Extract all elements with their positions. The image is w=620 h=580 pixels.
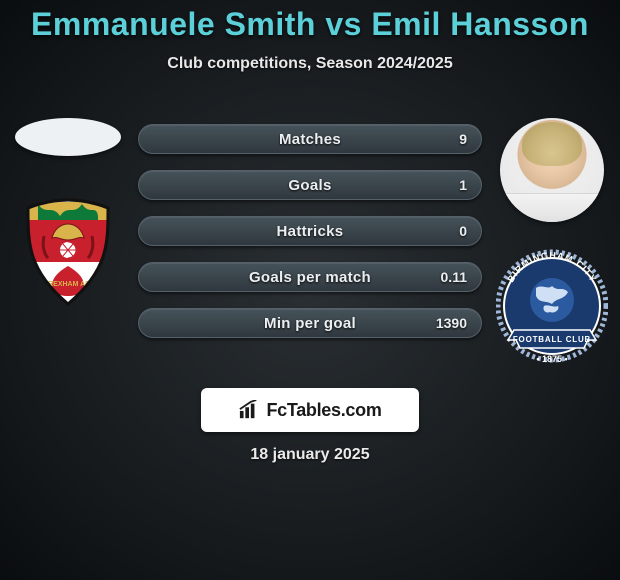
stat-label: Matches (279, 131, 341, 148)
svg-text:FOOTBALL CLUB: FOOTBALL CLUB (513, 335, 591, 344)
stat-row-min-per-goal: Min per goal 1390 (138, 308, 482, 338)
stat-row-goals-per-match: Goals per match 0.11 (138, 262, 482, 292)
player-avatar (500, 118, 604, 222)
stat-row-goals: Goals 1 (138, 170, 482, 200)
club-crest-wrexham-icon: WREXHAM AFC (18, 196, 118, 308)
club-crest-birmingham-icon: BIRMINGHAM CITY FOOTBALL CLUB • 1875 • (496, 244, 608, 374)
stat-right: 0.11 (441, 269, 467, 285)
page-title: Emmanuele Smith vs Emil Hansson (0, 0, 620, 43)
stat-row-hattricks: Hattricks 0 (138, 216, 482, 246)
subtitle: Club competitions, Season 2024/2025 (0, 55, 620, 73)
date-label: 18 january 2025 (0, 446, 620, 464)
stat-right: 1390 (436, 315, 467, 331)
stat-label: Min per goal (264, 315, 356, 332)
stat-label: Hattricks (277, 223, 344, 240)
stat-right: 1 (459, 177, 467, 193)
right-player-column: BIRMINGHAM CITY FOOTBALL CLUB • 1875 • (492, 118, 612, 374)
brand-badge: FcTables.com (201, 388, 419, 432)
chart-icon (238, 400, 260, 420)
svg-text:• 1875 •: • 1875 • (536, 354, 567, 364)
left-player-column: WREXHAM AFC (8, 118, 128, 308)
stat-label: Goals per match (249, 269, 371, 286)
brand-label: FcTables.com (266, 400, 381, 421)
stat-right: 9 (459, 131, 467, 147)
player-avatar-placeholder (15, 118, 121, 156)
stat-right: 0 (459, 223, 467, 239)
stat-row-matches: Matches 9 (138, 124, 482, 154)
stat-label: Goals (288, 177, 331, 194)
stats-list: Matches 9 Goals 1 Hattricks 0 Goals per … (138, 124, 482, 354)
